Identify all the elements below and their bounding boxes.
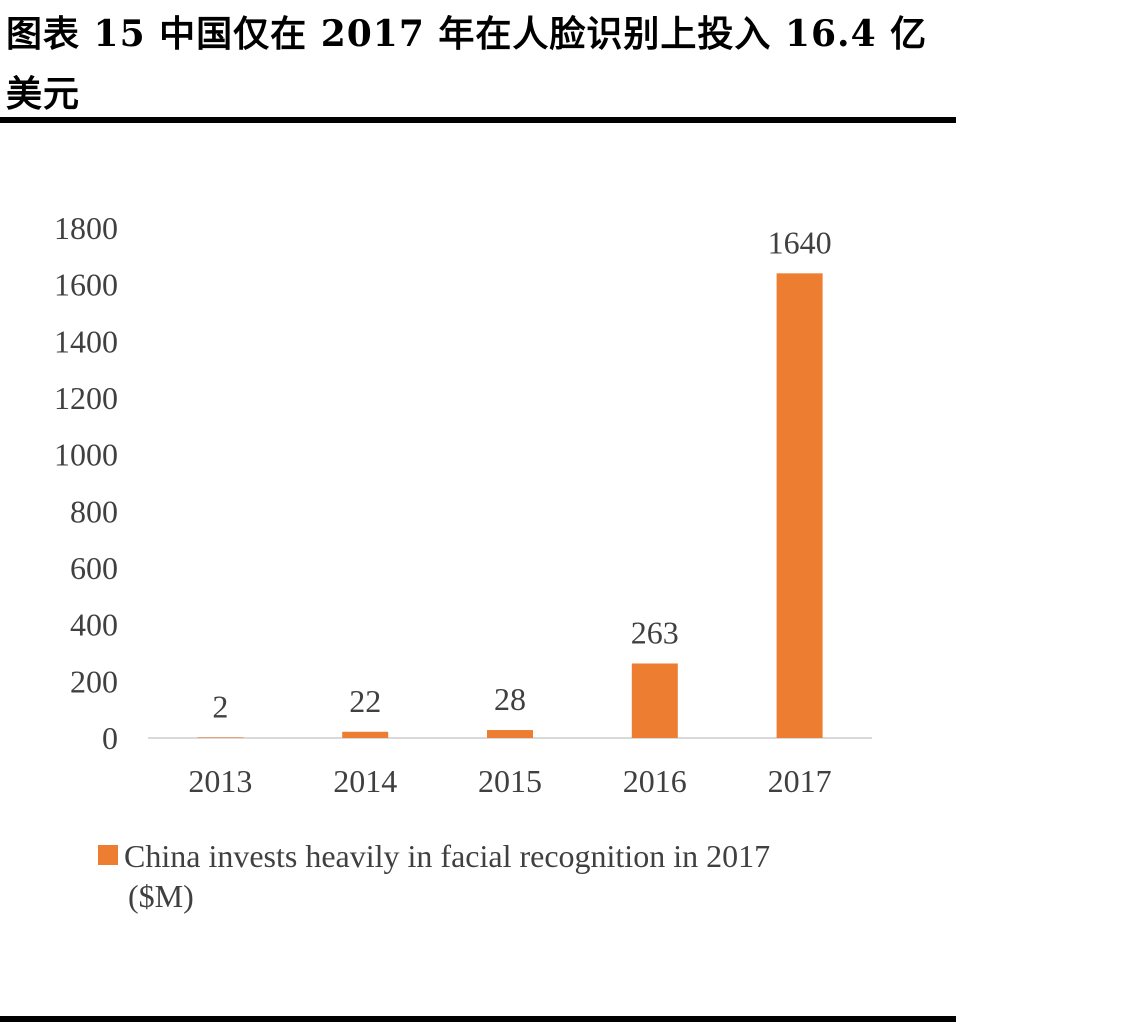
data-label-2016: 263	[631, 614, 679, 650]
x-tick-label-2016: 2016	[623, 763, 687, 799]
y-tick-label: 400	[70, 607, 118, 643]
data-label-2015: 28	[494, 681, 526, 717]
bar-2014	[342, 731, 389, 738]
bar-2013	[197, 737, 244, 738]
bottom-rule	[0, 1016, 956, 1022]
data-label-2014: 22	[349, 683, 381, 719]
data-label-2013: 2	[212, 688, 228, 724]
x-tick-label-2017: 2017	[768, 763, 832, 799]
bar-2016	[631, 663, 678, 738]
y-tick-label: 200	[70, 663, 118, 699]
y-tick-label: 600	[70, 550, 118, 586]
legend: China invests heavily in facial recognit…	[98, 836, 878, 916]
y-tick-label: 1800	[54, 210, 118, 246]
x-tick-label-2015: 2015	[478, 763, 542, 799]
bar-2015	[487, 730, 533, 738]
bar-chart: 0 200 400 600 800 1000 1200 1400 1600 1800 2 2013 22…	[54, 210, 872, 799]
y-tick-label: 0	[102, 720, 118, 756]
top-rule	[0, 117, 956, 123]
x-tick-label-2013: 2013	[188, 763, 252, 799]
x-tick-label-2014: 2014	[333, 763, 397, 799]
y-tick-label: 1200	[54, 380, 118, 416]
data-label-2017: 1640	[768, 224, 832, 260]
y-tick-label: 1000	[54, 437, 118, 473]
figure-title: 图表 15 中国仅在 2017 年在人脸识别上投入 16.4 亿美元	[6, 13, 928, 115]
legend-label-unit: ($M)	[128, 878, 194, 914]
y-tick-label: 800	[70, 493, 118, 529]
chart-area: 0 200 400 600 800 1000 1200 1400 1600 1800 2 2013 22…	[0, 130, 956, 1010]
y-tick-label: 1600	[54, 267, 118, 303]
legend-swatch	[98, 845, 118, 865]
bar-2017	[776, 273, 823, 738]
y-tick-label: 1400	[54, 323, 118, 359]
legend-label: China invests heavily in facial recognit…	[124, 838, 771, 874]
